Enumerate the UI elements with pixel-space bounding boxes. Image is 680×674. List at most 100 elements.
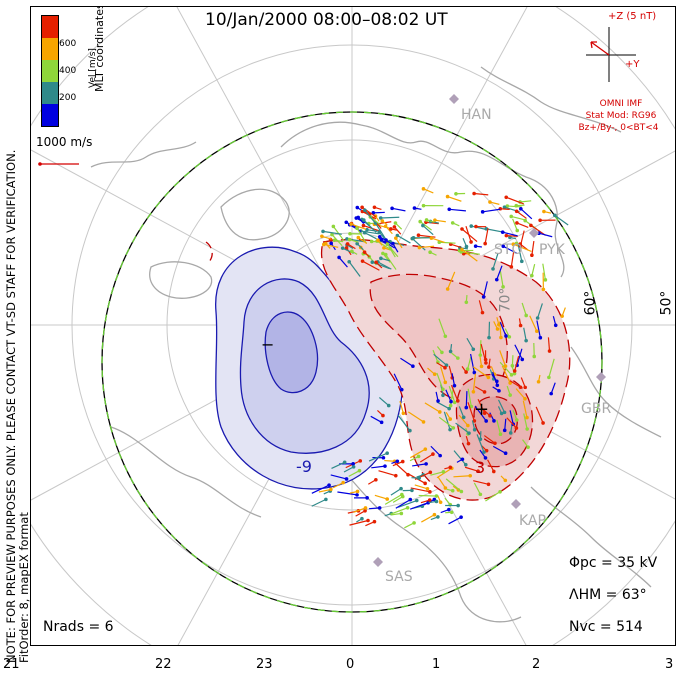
velocity-vector xyxy=(501,365,511,384)
velocity-vector-origin xyxy=(519,259,524,264)
velocity-vector-origin xyxy=(494,277,499,282)
velocity-vector xyxy=(419,453,434,463)
velocity-vector-origin xyxy=(514,209,519,214)
velocity-vector-origin xyxy=(523,397,527,401)
velocity-vector-origin xyxy=(469,240,473,244)
velocity-vector-origin xyxy=(510,363,515,368)
velocity-vector-origin xyxy=(383,464,387,468)
velocity-vector-origin xyxy=(504,195,509,200)
velocity-vector-origin xyxy=(523,218,527,223)
velocity-vector-origin xyxy=(392,225,397,229)
velocity-vector xyxy=(469,353,475,373)
velocity-vector-origin xyxy=(355,241,359,246)
velocity-vector-origin xyxy=(447,507,451,512)
velocity-vector-origin xyxy=(469,224,474,228)
velocity-vector xyxy=(410,448,426,459)
colorbar-segment xyxy=(42,16,58,38)
velocity-vector-origin xyxy=(447,207,452,212)
velocity-vector-origin xyxy=(466,441,471,446)
mlt-label: 1 xyxy=(432,657,441,672)
velocity-vector-origin xyxy=(515,418,519,422)
velocity-vector xyxy=(455,422,470,434)
velocity-vector-origin xyxy=(412,521,416,525)
velocity-vector-origin xyxy=(400,459,405,464)
velocity-vector-origin xyxy=(468,473,473,478)
velocity-vector-origin xyxy=(464,300,469,305)
velocity-vector-origin xyxy=(529,223,533,228)
velocity-vector-origin xyxy=(337,255,341,260)
velocity-vector xyxy=(472,366,489,378)
velocity-vector-origin xyxy=(541,421,545,425)
velocity-vector xyxy=(461,251,480,255)
velocity-vector-origin xyxy=(495,383,500,388)
velocity-vector-origin xyxy=(466,423,470,428)
velocity-vector-origin xyxy=(509,265,514,269)
velocity-vector xyxy=(509,410,514,425)
velocity-vector-origin xyxy=(389,227,393,231)
velocity-vectors xyxy=(311,187,569,529)
velocity-vector-origin xyxy=(498,432,503,437)
imf-source: OMNI IMF xyxy=(599,99,643,109)
velocity-vector xyxy=(447,196,462,202)
velocity-vector-origin xyxy=(549,391,553,396)
velocity-vector-origin xyxy=(501,285,505,289)
imf-y-label: +Y xyxy=(625,59,640,70)
velocity-vector-origin xyxy=(500,230,505,234)
velocity-vector xyxy=(399,401,404,414)
velocity-vector-origin xyxy=(406,472,410,477)
velocity-vector-origin xyxy=(345,242,350,246)
velocity-vector xyxy=(513,243,532,252)
velocity-vector xyxy=(343,466,354,473)
velocity-vector xyxy=(331,461,345,469)
velocity-vector-origin xyxy=(417,245,422,250)
velocity-vector-origin xyxy=(418,219,422,224)
velocity-vector-origin xyxy=(450,221,455,225)
velocity-vector-origin xyxy=(547,375,551,380)
velocity-vector xyxy=(509,380,521,388)
velocity-vector xyxy=(483,435,496,444)
velocity-vector-origin xyxy=(524,313,528,318)
velocity-vector-origin xyxy=(449,510,454,515)
velocity-vector-origin xyxy=(471,390,476,394)
velocity-vector xyxy=(477,398,486,414)
velocity-vector xyxy=(449,208,466,212)
velocity-vector-origin xyxy=(455,399,460,403)
velocity-vector xyxy=(386,243,399,258)
velocity-vector xyxy=(502,231,518,237)
velocity-vector-origin xyxy=(378,216,383,220)
velocity-vector-origin xyxy=(341,480,345,485)
velocity-vector-origin xyxy=(330,232,334,237)
velocity-vector xyxy=(430,445,441,457)
imf-scale: +Z (5 nT) xyxy=(608,11,657,22)
velocity-vector-origin xyxy=(441,393,445,398)
polar-convection-map: − + -9 3 xyxy=(31,7,675,645)
velocity-vector xyxy=(440,366,446,383)
velocity-vector-origin xyxy=(523,385,527,390)
velocity-vector xyxy=(516,222,529,228)
velocity-vector-origin xyxy=(355,205,360,210)
velocity-vector-origin xyxy=(382,246,386,250)
velocity-vector xyxy=(389,507,408,515)
imf-clock-dial xyxy=(586,27,636,82)
mlt-label: 2 xyxy=(532,657,541,672)
velocity-vector-origin xyxy=(381,413,385,418)
station-label-gbr: GBR xyxy=(581,401,612,417)
colorbar-tick: 200 xyxy=(59,93,77,103)
imf-conditions: Bz+/By-, 0<BT<4 xyxy=(578,123,659,133)
velocity-vector xyxy=(374,494,388,500)
velocity-vector-origin xyxy=(474,224,478,229)
velocity-vector xyxy=(464,466,479,472)
velocity-vector xyxy=(496,265,503,280)
velocity-vector-origin xyxy=(354,216,359,220)
velocity-vector-origin xyxy=(424,462,428,466)
velocity-vector-origin xyxy=(460,247,464,252)
velocity-vector xyxy=(535,406,544,424)
velocity-vector-origin xyxy=(538,218,542,223)
colorbar-segment xyxy=(42,60,58,82)
velocity-vector xyxy=(504,418,507,431)
velocity-vector-origin xyxy=(428,490,432,494)
velocity-vector-origin xyxy=(445,287,450,291)
cross-polar-cap-potential: Φpc = 35 kV xyxy=(569,555,658,571)
colorbar-tick: 600 xyxy=(59,39,77,49)
velocity-vector-origin xyxy=(390,206,394,211)
